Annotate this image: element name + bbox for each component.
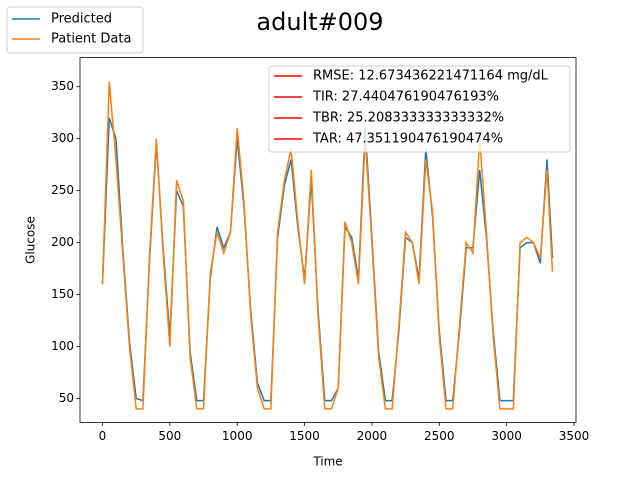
x-tick-label: 3500: [559, 429, 590, 443]
x-tick-label: 2000: [357, 429, 388, 443]
chart-title: adult#009: [256, 8, 383, 36]
legend-label: Patient Data: [51, 32, 131, 47]
y-tick-label: 350: [51, 79, 74, 93]
x-axis-label: Time: [312, 455, 342, 469]
y-tick-label: 200: [51, 235, 74, 249]
y-tick-label: 50: [59, 391, 74, 405]
y-tick-label: 300: [51, 131, 74, 145]
series-line: [101, 81, 554, 410]
series-line: [101, 117, 554, 402]
annotation-text: RMSE: 12.673436221471164 mg/dL: [313, 69, 549, 84]
x-tick-label: 0: [99, 429, 107, 443]
y-tick-label: 100: [51, 339, 74, 353]
x-tick-label: 1500: [289, 429, 320, 443]
y-tick-label: 150: [51, 287, 74, 301]
x-tick-label: 2500: [424, 429, 455, 443]
x-tick-label: 3000: [491, 429, 522, 443]
legend-box: [6, 6, 144, 54]
plot-frame: [79, 57, 577, 423]
annotation-text: TIR: 27.440476190476193%: [312, 90, 499, 105]
x-tick-label: 500: [158, 429, 181, 443]
y-tick-label: 250: [51, 183, 74, 197]
legend-label: Predicted: [51, 12, 112, 27]
annotation-text: TBR: 25.208333333333332%: [312, 111, 504, 126]
annotation-text: TAR: 47.351190476190474%: [312, 132, 503, 147]
y-axis-label: Glucose: [24, 216, 38, 264]
x-tick-label: 1000: [222, 429, 253, 443]
annotation-box: [268, 65, 571, 153]
